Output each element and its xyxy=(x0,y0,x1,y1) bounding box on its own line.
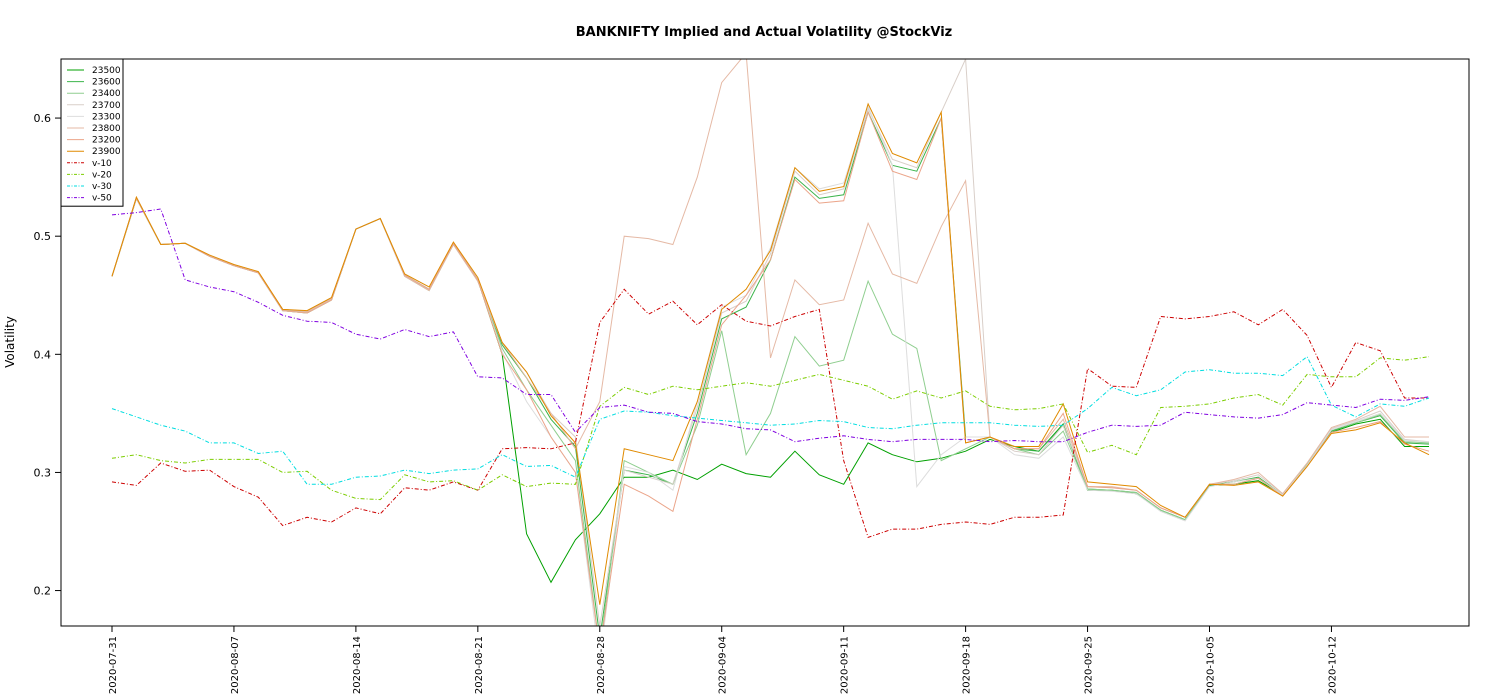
y-axis-label: Volatility xyxy=(3,316,17,368)
x-tick-label: 2020-09-25 xyxy=(1084,636,1095,694)
x-tick-label: 2020-08-14 xyxy=(352,636,363,694)
legend-label-23500: 23500 xyxy=(92,66,121,76)
legend-label-23400: 23400 xyxy=(92,89,121,99)
series-line-23900 xyxy=(111,102,1430,605)
x-tick-label: 2020-10-12 xyxy=(1327,636,1338,694)
plot-frame xyxy=(60,58,1470,627)
legend-label-v-20: v-20 xyxy=(92,170,112,180)
y-tick-label: 0.5 xyxy=(34,230,52,243)
y-axis: 0.2 0.3 0.4 0.5 0.6 xyxy=(34,112,61,598)
x-tick-label: 2020-10-05 xyxy=(1206,636,1217,694)
y-tick-label: 0.2 xyxy=(34,585,52,598)
x-tick-label: 2020-08-21 xyxy=(474,636,485,694)
x-tick-label: 2020-09-04 xyxy=(718,636,729,694)
x-tick-label: 2020-09-18 xyxy=(962,636,973,694)
legend-label-23300: 23300 xyxy=(92,112,121,122)
legend-label-23200: 23200 xyxy=(92,136,121,146)
series-line-23400 xyxy=(111,197,1430,626)
x-tick-label: 2020-08-07 xyxy=(230,636,241,694)
x-tick-label: 2020-09-11 xyxy=(840,636,851,694)
legend-label-v-30: v-30 xyxy=(92,182,112,192)
series-layer xyxy=(111,59,1430,626)
legend-label-v-50: v-50 xyxy=(92,194,112,204)
series-line-23300 xyxy=(111,104,1430,626)
y-tick-label: 0.3 xyxy=(34,466,52,479)
series-line-v-30 xyxy=(111,355,1430,485)
legend-label-23700: 23700 xyxy=(92,101,121,111)
series-line-23700 xyxy=(111,59,1430,626)
series-line-v-10 xyxy=(111,288,1429,539)
x-tick-label: 2020-08-28 xyxy=(596,636,607,694)
series-line-v-20 xyxy=(111,356,1430,501)
legend-box xyxy=(60,58,124,207)
series-line-23600 xyxy=(111,110,1430,626)
series-line-v-50 xyxy=(111,208,1430,443)
x-tick-label: 2020-07-31 xyxy=(108,636,119,694)
x-axis: 2020-07-31 2020-08-07 2020-08-14 2020-08-21… xyxy=(108,626,1338,694)
legend-label-23900: 23900 xyxy=(92,147,121,157)
legend-label-23800: 23800 xyxy=(92,124,121,134)
y-tick-label: 0.6 xyxy=(34,112,52,125)
series-line-23800 xyxy=(111,59,1429,518)
y-tick-label: 0.4 xyxy=(34,348,52,361)
chart-title: BANKNIFTY Implied and Actual Volatility … xyxy=(576,25,952,40)
legend-label-23600: 23600 xyxy=(92,78,121,88)
series-line-23500 xyxy=(111,197,1429,584)
series-line-23200 xyxy=(111,110,1430,626)
legend-label-v-10: v-10 xyxy=(92,159,112,169)
